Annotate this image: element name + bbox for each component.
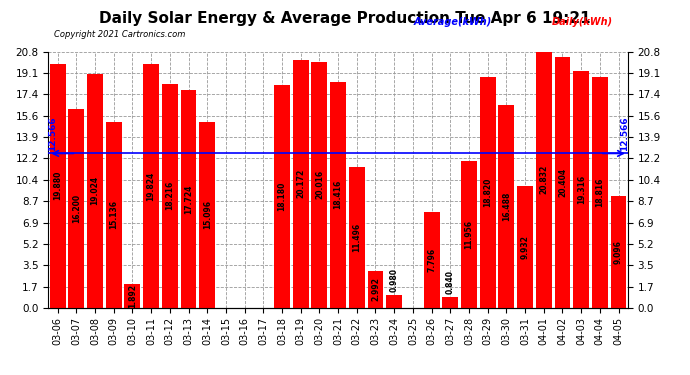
Bar — [162, 84, 178, 308]
Bar — [386, 296, 402, 307]
Text: 1.892: 1.892 — [128, 284, 137, 308]
Text: Average(kWh): Average(kWh) — [414, 17, 492, 27]
Text: 15.136: 15.136 — [109, 200, 118, 229]
Text: 20.832: 20.832 — [540, 165, 549, 194]
Bar — [592, 77, 608, 308]
Bar — [68, 109, 84, 308]
Text: 7.796: 7.796 — [427, 248, 436, 272]
Text: 19.024: 19.024 — [90, 176, 99, 206]
Text: 11.496: 11.496 — [353, 222, 362, 252]
Text: 18.416: 18.416 — [333, 180, 343, 209]
Text: 18.180: 18.180 — [277, 182, 286, 211]
Text: Copyright 2021 Cartronics.com: Copyright 2021 Cartronics.com — [54, 30, 186, 39]
Bar — [311, 62, 327, 308]
Bar — [555, 57, 571, 308]
Text: 0.980: 0.980 — [390, 268, 399, 292]
Text: 16.200: 16.200 — [72, 194, 81, 223]
Bar — [106, 122, 121, 308]
Bar — [368, 271, 384, 308]
Text: 9.096: 9.096 — [614, 240, 623, 264]
Bar — [480, 77, 495, 308]
Text: 16.488: 16.488 — [502, 192, 511, 221]
Bar — [293, 60, 308, 308]
Text: 9.932: 9.932 — [520, 235, 529, 258]
Bar — [144, 64, 159, 308]
Bar — [611, 196, 627, 308]
Bar — [536, 52, 552, 308]
Text: 20.016: 20.016 — [315, 170, 324, 200]
Bar — [517, 186, 533, 308]
Bar — [442, 297, 458, 307]
Text: Daily Solar Energy & Average Production Tue Apr 6 19:21: Daily Solar Energy & Average Production … — [99, 11, 591, 26]
Text: 19.316: 19.316 — [577, 174, 586, 204]
Text: 19.880: 19.880 — [53, 171, 62, 200]
Bar — [330, 82, 346, 308]
Bar — [199, 122, 215, 308]
Bar — [424, 212, 440, 308]
Text: 11.956: 11.956 — [464, 220, 473, 249]
Text: 15.096: 15.096 — [203, 201, 212, 230]
Text: 18.216: 18.216 — [166, 181, 175, 210]
Text: 17.724: 17.724 — [184, 184, 193, 213]
Text: 20.404: 20.404 — [558, 168, 567, 197]
Text: 12.566: 12.566 — [48, 116, 57, 151]
Text: 0.840: 0.840 — [446, 270, 455, 294]
Bar — [181, 90, 197, 308]
Text: 18.820: 18.820 — [483, 177, 492, 207]
Bar — [349, 166, 365, 308]
Text: 12.566: 12.566 — [620, 116, 629, 151]
Bar — [274, 85, 290, 308]
Text: Daily(kWh): Daily(kWh) — [552, 17, 613, 27]
Bar — [50, 64, 66, 308]
Bar — [573, 71, 589, 308]
Text: 18.816: 18.816 — [595, 177, 604, 207]
Text: 20.172: 20.172 — [296, 169, 305, 198]
Bar — [498, 105, 514, 308]
Bar — [124, 284, 140, 308]
Bar — [87, 74, 103, 307]
Bar — [461, 161, 477, 308]
Text: 19.824: 19.824 — [147, 171, 156, 201]
Text: 2.992: 2.992 — [371, 277, 380, 301]
